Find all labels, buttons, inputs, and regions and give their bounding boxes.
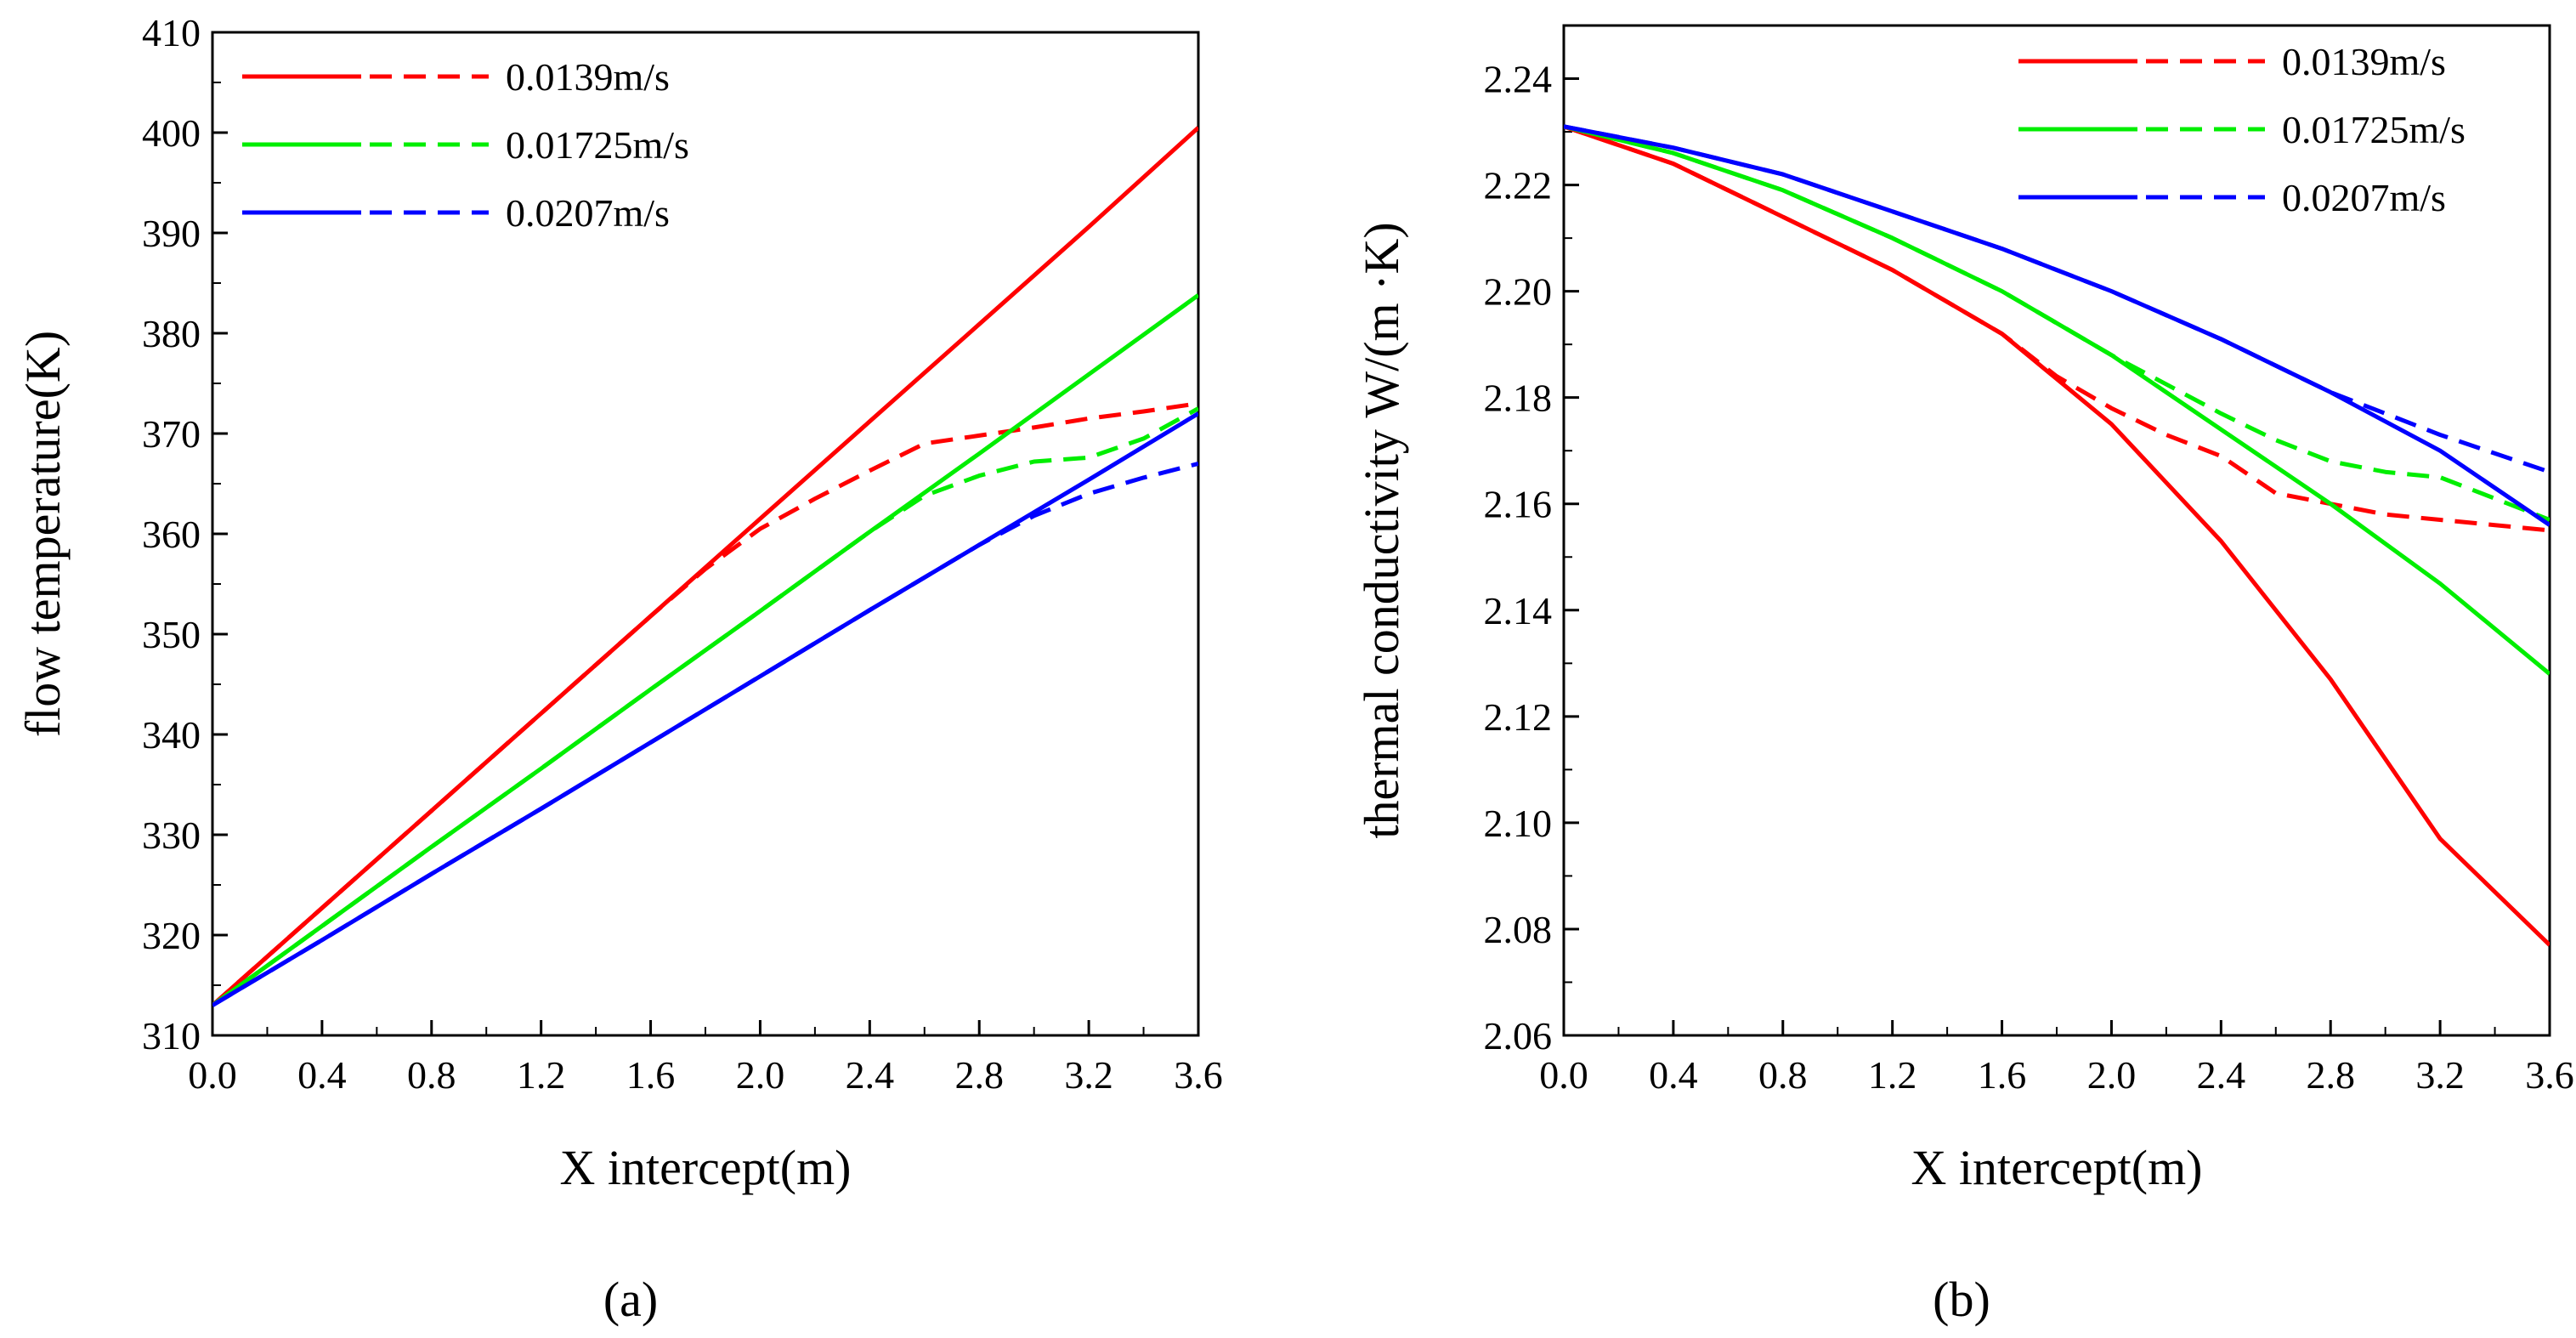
y-tick-label: 2.18 <box>1484 377 1553 420</box>
x-tick-label: 0.0 <box>188 1053 237 1097</box>
y-axis-label: flow temperature(K) <box>15 331 71 737</box>
y-tick-label: 2.22 <box>1484 164 1553 207</box>
series-line-dashed <box>1564 124 2550 533</box>
series-line-solid <box>212 293 1198 1007</box>
panel-a-label: (a) <box>603 1272 658 1327</box>
x-tick-label: 0.8 <box>1758 1053 1808 1097</box>
series-line-solid <box>1564 124 2550 947</box>
series-line-dashed <box>212 461 1198 1007</box>
y-tick-label: 2.16 <box>1484 483 1553 526</box>
x-tick-label: 1.6 <box>626 1053 676 1097</box>
y-tick-label: 2.08 <box>1484 908 1553 951</box>
x-tick-label: 2.4 <box>2197 1053 2246 1097</box>
y-tick-label: 350 <box>142 613 201 656</box>
chart-panel-b: 0.0 0.4 0.8 1.2 1.6 2.0 2.4 2.8 3.2 3.6 2.06 2.08 2.… <box>1354 24 2574 1195</box>
legend-label: 0.0139m/s <box>2282 40 2446 83</box>
legend-label: 0.0207m/s <box>506 191 670 235</box>
x-tick-label: 3.6 <box>2525 1053 2574 1097</box>
panel-b-label: (b) <box>1933 1272 1990 1327</box>
y-tick-label: 400 <box>142 111 201 155</box>
x-tick-label: 3.6 <box>1174 1053 1223 1097</box>
x-axis-label: X intercept(m) <box>559 1140 851 1195</box>
y-tick-label: 2.12 <box>1484 695 1553 739</box>
plot-frame <box>211 31 1200 1037</box>
y-tick-label: 370 <box>142 412 201 456</box>
y-tick-label: 320 <box>142 914 201 957</box>
legend-label: 0.0207m/s <box>2282 176 2446 219</box>
x-tick-label: 1.6 <box>1978 1053 2027 1097</box>
x-tick-label: 2.4 <box>846 1053 895 1097</box>
x-tick-label: 3.2 <box>2415 1053 2465 1097</box>
y-axis-label: thermal conductivity W/(m ·K) <box>1354 222 1409 838</box>
x-tick-label: 0.0 <box>1539 1053 1588 1097</box>
x-tick-label: 0.4 <box>297 1053 347 1097</box>
x-axis-label: X intercept(m) <box>1911 1140 2202 1195</box>
y-tick-label: 380 <box>142 312 201 355</box>
x-tick-label: 3.2 <box>1064 1053 1113 1097</box>
y-tick-label: 410 <box>142 11 201 54</box>
series-line-dashed <box>1564 124 2550 474</box>
y-tick-label: 360 <box>142 513 201 556</box>
y-tick-label: 390 <box>142 212 201 255</box>
y-tick-label: 310 <box>142 1014 201 1057</box>
y-tick-label: 2.10 <box>1484 802 1553 845</box>
x-tick-label: 1.2 <box>517 1053 566 1097</box>
y-tick-label: 2.24 <box>1484 58 1553 101</box>
legend-label: 0.01725m/s <box>506 123 689 167</box>
series-line-dashed <box>212 401 1198 1007</box>
y-tick-label: 2.20 <box>1484 270 1553 314</box>
chart-panel-a: 0.0 0.4 0.8 1.2 1.6 2.0 2.4 2.8 3.2 3.6 310 320 330 3… <box>15 11 1223 1195</box>
legend-label: 0.01725m/s <box>2282 108 2466 151</box>
x-tick-label: 2.0 <box>2087 1053 2137 1097</box>
y-tick-label: 2.06 <box>1484 1014 1553 1057</box>
x-tick-label: 0.4 <box>1649 1053 1698 1097</box>
y-tick-label: 2.14 <box>1484 589 1553 632</box>
series-line-dashed <box>1564 124 2550 522</box>
x-tick-label: 2.0 <box>736 1053 785 1097</box>
y-tick-label: 340 <box>142 713 201 757</box>
x-tick-label: 0.8 <box>407 1053 456 1097</box>
y-tick-label: 330 <box>142 814 201 857</box>
x-tick-label: 2.8 <box>2306 1053 2355 1097</box>
x-tick-label: 2.8 <box>954 1053 1004 1097</box>
legend-label: 0.0139m/s <box>506 55 670 99</box>
x-tick-label: 1.2 <box>1868 1053 1917 1097</box>
